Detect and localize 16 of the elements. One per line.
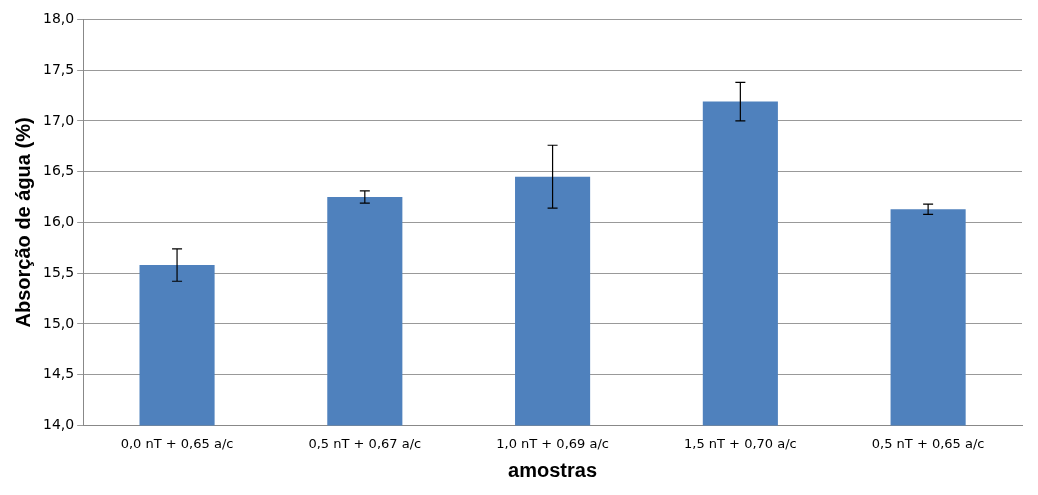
x-tick-label: 1,5 nT + 0,70 a/c xyxy=(683,435,797,451)
y-tick-label: 18,0 xyxy=(43,10,75,27)
y-tick-label: 17,0 xyxy=(43,111,75,128)
y-tick-label: 17,5 xyxy=(43,60,75,77)
x-tick-label: 1,0 nT + 0,69 a/c xyxy=(496,435,609,451)
x-tick-label: 0,0 nT + 0,65 a/c xyxy=(120,435,234,451)
y-tick-label: 16,0 xyxy=(43,213,75,230)
y-tick-label: 14,5 xyxy=(43,365,75,382)
x-axis-title: amostras xyxy=(508,458,598,481)
y-tick-label: 15,0 xyxy=(43,314,75,331)
y-axis-title: Absorção de água (%) xyxy=(11,117,34,328)
y-tick-label: 14,0 xyxy=(43,416,75,433)
x-tick-label: 0,5 nT + 0,65 a/c xyxy=(871,435,985,451)
y-tick-label: 15,5 xyxy=(43,263,75,280)
x-tick-label: 0,5 nT + 0,67 a/c xyxy=(308,435,422,451)
y-tick-label: 16,5 xyxy=(43,162,75,179)
